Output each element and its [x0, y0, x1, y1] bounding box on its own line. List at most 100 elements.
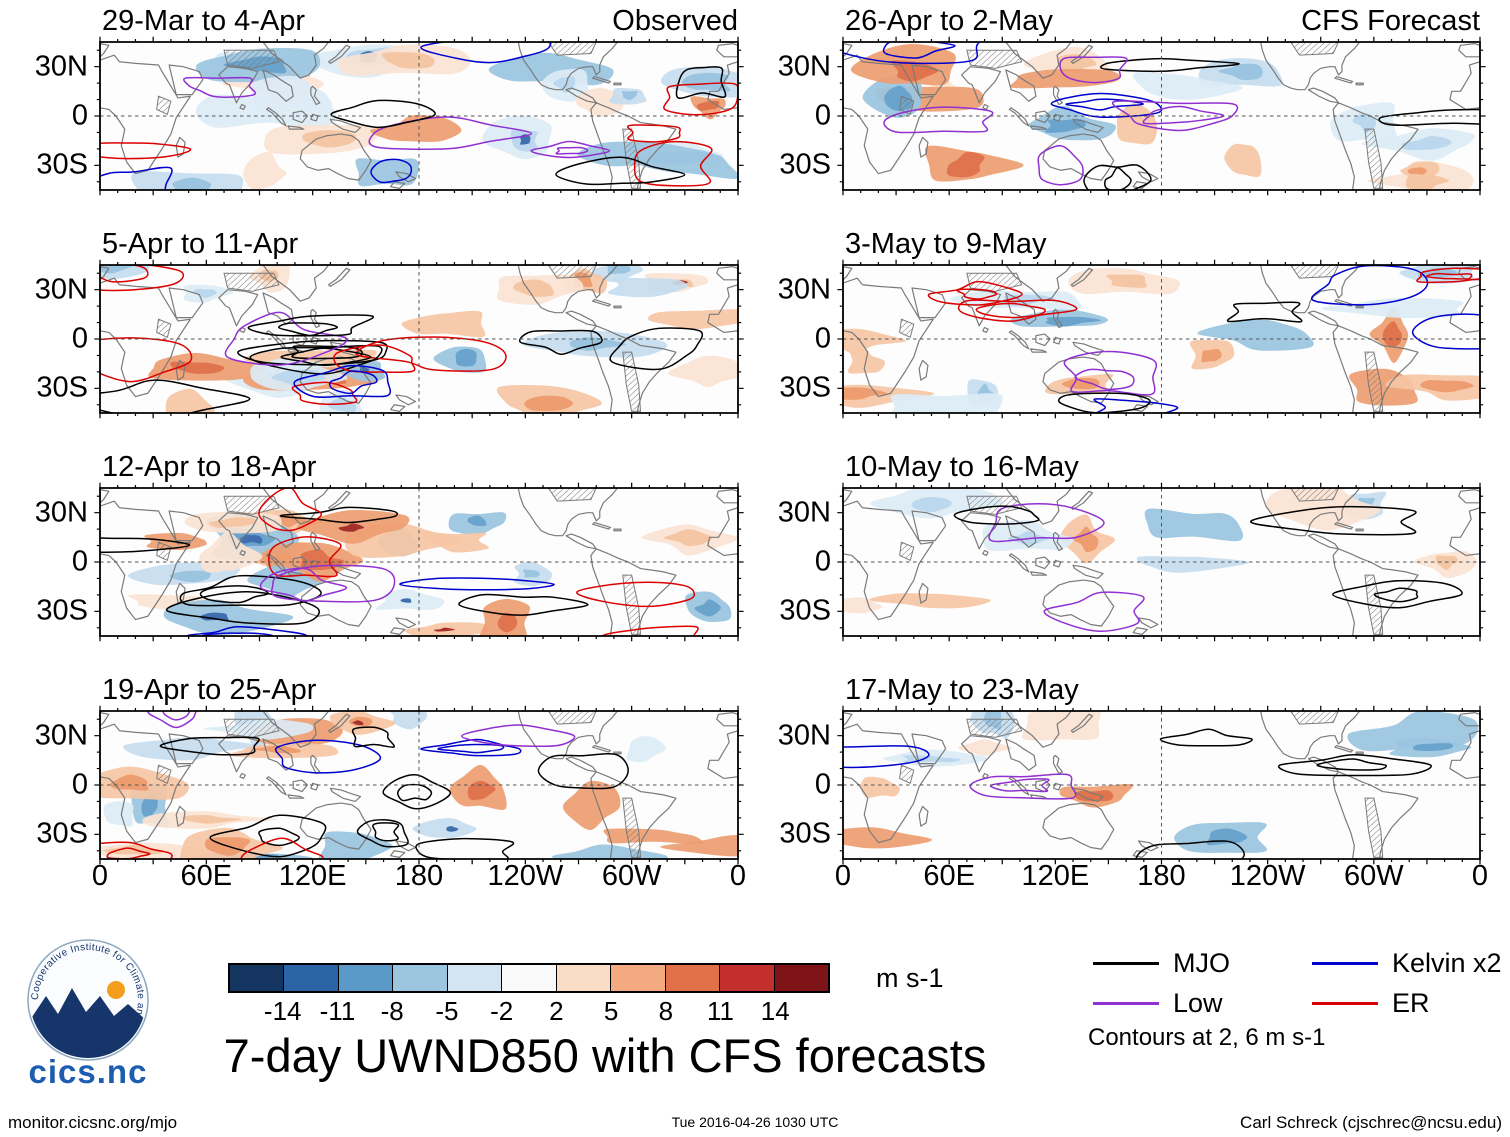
colorbar-segment	[283, 965, 338, 991]
lat-tick-label: 30N	[34, 273, 88, 306]
map-forecast-4	[837, 705, 1486, 865]
logo-sun-icon	[107, 981, 125, 999]
map-forecast-1	[837, 36, 1486, 196]
lon-tick-label: 120E	[1021, 860, 1090, 892]
colorbar-segment	[610, 965, 665, 991]
footer-credit: Carl Schreck (cjschrec@ncsu.edu)	[1240, 1113, 1502, 1132]
colorbar-tick-label: -8	[380, 996, 404, 1026]
map-forecast-2	[837, 259, 1486, 419]
observed-column-label: Observed	[612, 5, 738, 37]
lat-tick-label: 30S	[779, 148, 831, 181]
panel-title: 10-May to 16-May	[845, 451, 1079, 483]
legend-label-kelvin: Kelvin x2	[1392, 948, 1502, 978]
mjo-line-sample	[1093, 962, 1159, 965]
panel-title: 17-May to 23-May	[845, 674, 1079, 706]
footer-timestamp: Tue 2016-04-26 1030 UTC	[671, 1114, 839, 1130]
lon-tick-label: 180	[1137, 860, 1186, 892]
map-observed-2	[94, 259, 744, 419]
map-panel-forecast-4: 17-May to 23-May 30N 0 30S	[778, 674, 1486, 865]
colorbar-segment	[555, 965, 611, 991]
colorbar-segment	[773, 965, 828, 991]
figure-title: 7-day UWND850 with CFS forecasts	[223, 1029, 987, 1082]
colorbar-segment	[230, 965, 284, 991]
lat-tick-label: 30N	[34, 50, 88, 83]
lon-tick-label: 60E	[180, 860, 233, 892]
lat-tick-label: 0	[814, 545, 831, 578]
lat-tick-label: 30N	[777, 50, 831, 83]
colorbar-segment	[501, 965, 556, 991]
lon-axis-labels-forecast: 0 60E 120E 180 120W 60W 0	[835, 860, 1488, 894]
colorbar-segment	[337, 965, 393, 991]
panel-title: 3-May to 9-May	[845, 228, 1047, 260]
colorbar-segment	[392, 965, 447, 991]
lat-tick-label: 30S	[779, 594, 831, 627]
legend-label-mjo: MJO	[1173, 948, 1230, 978]
colorbar-segment	[446, 965, 502, 991]
map-panel-observed-3: 12-Apr to 18-Apr 30N 0 30S	[35, 451, 744, 642]
legend-label-er: ER	[1392, 988, 1430, 1018]
lat-tick-label: 30S	[36, 148, 88, 181]
map-observed-3	[94, 482, 744, 642]
lon-tick-label: 60E	[923, 860, 975, 892]
map-panel-observed-4: 19-Apr to 25-Apr 30N 0 30S	[35, 674, 744, 865]
colorbar-segment	[719, 965, 774, 991]
cics-logo: Cooperative Institute for Climate and Sa…	[14, 938, 162, 1091]
lat-tick-label: 30S	[779, 817, 831, 850]
footer-url: monitor.cicsnc.org/mjo	[8, 1113, 178, 1132]
map-observed-4	[94, 705, 744, 865]
map-observed-1	[94, 36, 744, 196]
lon-tick-label: 60W	[1344, 860, 1404, 892]
legend-item-er: ER	[1312, 988, 1430, 1019]
legend-item-kelvin: Kelvin x2	[1312, 948, 1502, 979]
lat-tick-label: 0	[71, 99, 88, 132]
lat-tick-label: 30S	[36, 817, 88, 850]
panel-title: 19-Apr to 25-Apr	[102, 674, 317, 706]
lon-axis-labels-observed: 0 60E 120E 180 120W 60W 0	[92, 860, 746, 894]
kelvin-line-sample	[1312, 962, 1378, 965]
lat-tick-label: 0	[814, 322, 831, 355]
lat-tick-label: 30N	[777, 496, 831, 529]
panel-title: 29-Mar to 4-Apr	[102, 5, 306, 37]
legend-label-low: Low	[1173, 988, 1223, 1018]
lat-tick-label: 30S	[779, 371, 831, 404]
lon-tick-label: 60W	[601, 860, 662, 892]
contours-note: Contours at 2, 6 m s-1	[1088, 1024, 1326, 1051]
panel-title: 12-Apr to 18-Apr	[102, 451, 317, 483]
lon-tick-label: 120W	[1229, 860, 1306, 892]
colorbar-tick-label: 2	[549, 996, 564, 1026]
lat-tick-label: 0	[814, 99, 831, 132]
logo-mountains-icon	[30, 988, 146, 1058]
lon-tick-label: 0	[729, 860, 747, 892]
lat-tick-label: 30S	[36, 371, 88, 404]
lat-tick-label: 0	[71, 545, 88, 578]
lon-tick-label: 120W	[487, 860, 564, 892]
panel-title: 5-Apr to 11-Apr	[102, 228, 299, 260]
lat-tick-label: 30S	[36, 594, 88, 627]
lat-tick-label: 30N	[777, 719, 831, 752]
lat-tick-label: 30N	[777, 273, 831, 306]
colorbar-segment	[664, 965, 720, 991]
lon-tick-label: 120E	[278, 860, 347, 892]
legend-item-mjo: MJO	[1093, 948, 1230, 979]
map-panel-observed-1: 29-Mar to 4-Apr Observed 30N 0 30S	[35, 5, 744, 196]
colorbar-tick-label: -5	[435, 996, 459, 1026]
lon-tick-label: 0	[1471, 860, 1489, 892]
low-line-sample	[1093, 1002, 1159, 1005]
colorbar-tick-label: -14	[263, 996, 302, 1026]
panel-title: 26-Apr to 2-May	[845, 5, 1053, 37]
map-forecast-3	[837, 482, 1486, 642]
colorbar-tick-label: 8	[658, 996, 674, 1026]
colorbar-tick-label: -11	[319, 996, 356, 1026]
map-panel-forecast-2: 3-May to 9-May 30N 0 30S	[778, 228, 1486, 419]
forecast-column-label: CFS Forecast	[1301, 5, 1480, 37]
lat-tick-label: 0	[71, 322, 88, 355]
lat-tick-label: 0	[71, 768, 88, 801]
lat-tick-label: 30N	[34, 719, 88, 752]
colorbar-tick-label: 14	[760, 996, 790, 1026]
cics-wordmark: cics.nc	[28, 1053, 148, 1090]
lon-tick-label: 0	[91, 860, 109, 892]
colorbar-units-label: m s-1	[876, 963, 944, 993]
lat-tick-label: 30N	[34, 496, 88, 529]
legend-item-low: Low	[1093, 988, 1223, 1019]
